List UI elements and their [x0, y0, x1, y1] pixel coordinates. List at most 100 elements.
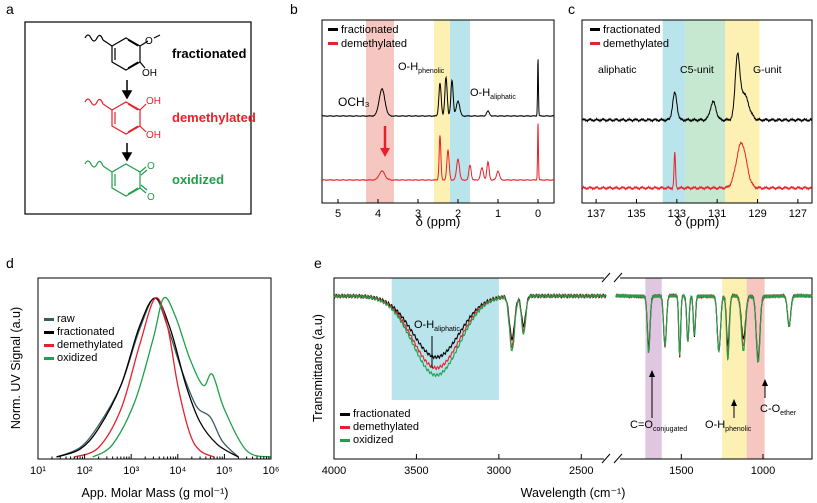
series-line-fractionated [56, 297, 239, 458]
methoxy-o: O [145, 36, 153, 47]
ann-b-oh-ali: O-Haliphatic [470, 87, 516, 101]
series-line-raw [56, 297, 239, 458]
structure-fractionated [84, 34, 161, 71]
x-tick-label: 137 [587, 208, 605, 220]
panel-c-ticks: 137 135 133 131 129 127 [587, 199, 807, 220]
ann-e-co: C=Oconjugated [630, 419, 687, 433]
panel-b-axes [321, 19, 555, 204]
series-line-fractionated [321, 59, 555, 118]
ann-e-ohp: O-Hphenolic [705, 419, 752, 433]
series-line-demethylated [322, 123, 555, 182]
panel-d-lines [56, 296, 272, 458]
panel-e-axis-break [601, 272, 623, 464]
legend-label-demethylated: demethylated [57, 339, 123, 351]
legend-b-swatch-demethylated [328, 42, 338, 45]
highlight-band [684, 20, 726, 203]
series-line-demethylated [581, 141, 813, 191]
arrow-a2 [121, 143, 133, 162]
o-oxidized-2: O [147, 192, 155, 203]
panel-c-highlights [662, 20, 760, 203]
panel-a-letter: a [6, 1, 14, 17]
panel-a-frame [24, 21, 252, 215]
x-tick-label: 3000 [487, 465, 511, 477]
panel-d-axes [37, 277, 272, 460]
highlight-band [725, 20, 760, 203]
structure-oxidized [84, 160, 148, 197]
arrow-a1 [121, 80, 133, 100]
label-fractionated: fractionated [172, 46, 246, 61]
ann-c-aliphatic: aliphatic [598, 64, 637, 76]
legend-swatch-fractionated [44, 331, 54, 334]
legend-label-raw: raw [57, 313, 75, 325]
ann-c-g: G-unit [753, 64, 782, 76]
legend-label-fractionated: fractionated [57, 326, 114, 338]
panel-b-highlights [366, 20, 470, 203]
legend-b-demethylated: demethylated [341, 38, 407, 50]
highlight-band [391, 278, 499, 400]
x-tick-label: 4 [375, 208, 381, 220]
legend-swatch-demethylated [44, 344, 54, 347]
panel-d-ylabel: Norm. UV Signal (a.u) [9, 307, 23, 429]
x-tick-label: 4000 [322, 465, 346, 477]
x-tick-label: 3500 [404, 465, 428, 477]
panel-b-xlabel: δ (ppm) [416, 214, 461, 229]
panel-c-lines [581, 51, 813, 191]
series-line-oxidized [333, 292, 813, 378]
x-tick-label: 1 [495, 208, 501, 220]
ann-c-c5: C5-unit [680, 64, 714, 76]
legend-c-swatch-fractionated [590, 28, 600, 31]
label-oxidized: oxidized [172, 172, 224, 187]
x-tick-label: 131 [708, 208, 726, 220]
panel-d-letter: d [6, 255, 14, 271]
legend-swatch-oxidized [44, 357, 54, 360]
ann-e-co-arrow [649, 370, 655, 418]
panel-c-letter: c [568, 1, 575, 17]
panel-c-xlabel: δ (ppm) [675, 214, 720, 229]
x-tick-label: 2 [455, 208, 461, 220]
legend-label-fractionated: fractionated [353, 408, 410, 420]
legend-b-fractionated: fractionated [341, 24, 398, 36]
structure-demethylated [84, 98, 147, 135]
ann-e-ohp-arrow [731, 399, 737, 418]
legend-swatch-fractionated [340, 413, 350, 416]
legend-swatch-demethylated [340, 426, 350, 429]
oh-fractionated: OH [142, 68, 157, 79]
ann-och3: OCH₃ [338, 95, 370, 109]
x-tick-label: 10⁴ [169, 465, 186, 477]
panel-e-lines [333, 292, 813, 378]
panel-b-lines [321, 59, 555, 182]
x-tick-label: 127 [789, 208, 807, 220]
x-tick-label: 129 [748, 208, 766, 220]
oh-demethylated-2: OH [146, 130, 161, 141]
panel-b-ticks: 5 4 3 2 1 0 [335, 199, 541, 220]
x-tick-label: 10⁶ [263, 465, 280, 477]
panel-d-ticks: 10¹ 10² 10³ 10⁴ 10⁵ 10⁶ [30, 454, 279, 477]
x-tick-label: 1500 [669, 465, 693, 477]
panel-e-ticks: 4000 3500 3000 2500 1500 1000 [322, 454, 775, 477]
highlight-band [722, 278, 747, 459]
legend-c-swatch-demethylated [590, 42, 600, 45]
x-tick-label: 5 [335, 208, 341, 220]
x-tick-label: 3 [415, 208, 421, 220]
ann-e-coe: C-Oether [760, 403, 797, 417]
x-tick-label: 10¹ [30, 465, 46, 477]
highlight-band [662, 20, 685, 203]
ann-b-oh-phen: O-Hphenolic [398, 61, 445, 75]
oh-demethylated-1: OH [146, 96, 161, 107]
legend-c-fractionated: fractionated [603, 24, 660, 36]
legend-swatch-raw [44, 318, 54, 321]
x-tick-label: 0 [535, 208, 541, 220]
panel-e-ylabel: Transmittance (a.u) [311, 314, 325, 422]
legend-swatch-oxidized [340, 439, 350, 442]
x-tick-label: 133 [668, 208, 686, 220]
o-oxidized-1: O [147, 161, 155, 172]
series-line-fractionated [581, 51, 813, 123]
panel-e-highlights [391, 278, 765, 459]
x-tick-label: 2500 [569, 465, 593, 477]
x-tick-label: 1000 [751, 465, 775, 477]
arrow-b-down [380, 126, 390, 157]
x-tick-label: 10² [77, 465, 93, 477]
